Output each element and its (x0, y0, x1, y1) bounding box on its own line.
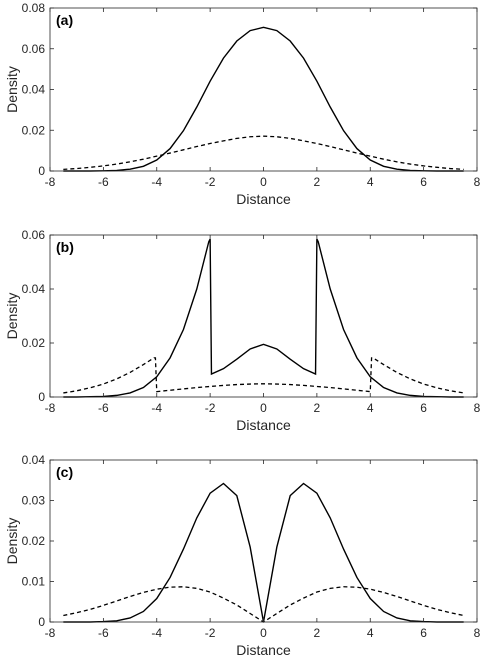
y-tick-label: 0 (38, 615, 45, 629)
chart-panel: -8 -6 -4 -2 0 2 4 6 8 0 0.02 0.04 0.06 Distance Densit… (4, 228, 481, 433)
y-tick-label: 0.06 (22, 228, 46, 242)
x-tick-label: -6 (98, 626, 109, 640)
plot-frame (49, 459, 478, 623)
x-tick-label: 0 (260, 401, 267, 415)
y-tick-label: 0.03 (22, 494, 46, 508)
series-line-solid (63, 26, 464, 172)
x-tick-label: -2 (205, 401, 216, 415)
panel-label: (c) (56, 464, 73, 480)
x-tick-label: 4 (367, 175, 374, 189)
plot-frame (49, 234, 478, 398)
plot-frame (49, 7, 478, 172)
x-tick-label: 2 (314, 626, 321, 640)
x-tick-label: 2 (314, 401, 321, 415)
y-tick-label: 0 (38, 164, 45, 178)
series-line-solid (63, 482, 464, 623)
x-tick-label: 6 (420, 401, 427, 415)
x-axis-label: Distance (236, 417, 291, 433)
y-tick-label: 0.04 (22, 282, 46, 296)
y-tick-label: 0 (38, 390, 45, 404)
x-tick-label: 8 (474, 626, 481, 640)
x-tick-label: -6 (98, 175, 109, 189)
y-tick-label: 0.06 (22, 42, 46, 56)
x-tick-label: -8 (45, 175, 56, 189)
x-axis-label: Distance (236, 191, 291, 207)
x-tick-label: 6 (420, 626, 427, 640)
y-tick-label: 0.02 (22, 336, 46, 350)
x-tick-label: -4 (151, 626, 162, 640)
y-tick-label: 0.02 (22, 534, 46, 548)
y-tick-label: 0.08 (22, 1, 46, 15)
panel-label: (b) (56, 239, 74, 255)
y-tick-label: 0.01 (22, 575, 46, 589)
x-tick-label: 2 (314, 175, 321, 189)
x-tick-label: 4 (367, 401, 374, 415)
x-tick-label: 8 (474, 401, 481, 415)
x-tick-label: -4 (151, 401, 162, 415)
series-line-solid (63, 238, 464, 398)
x-tick-label: -2 (205, 175, 216, 189)
x-tick-label: -6 (98, 401, 109, 415)
x-tick-label: -2 (205, 626, 216, 640)
y-axis-label: Density (4, 66, 20, 113)
y-tick-label: 0.04 (22, 83, 46, 97)
y-axis-label: Density (4, 293, 20, 340)
x-tick-label: 4 (367, 626, 374, 640)
y-axis-label: Density (4, 518, 20, 565)
x-tick-label: 6 (420, 175, 427, 189)
x-tick-label: 0 (260, 175, 267, 189)
x-tick-label: -8 (45, 401, 56, 415)
chart-panel: -8 -6 -4 -2 0 2 4 6 8 0 0.02 0.04 0.06 0.08 Distance De… (4, 1, 481, 207)
chart-panel: -8 -6 -4 -2 0 2 4 6 8 0 0.01 0.02 0.03 0.04 Distance De… (4, 453, 481, 658)
series-line-dashed (63, 135, 464, 171)
x-tick-label: -4 (151, 175, 162, 189)
x-tick-label: 8 (474, 175, 481, 189)
y-tick-label: 0.02 (22, 123, 46, 137)
y-tick-label: 0.04 (22, 453, 46, 467)
series-line-dashed (63, 357, 464, 394)
x-tick-label: 0 (260, 626, 267, 640)
panel-label: (a) (56, 12, 73, 28)
x-axis-label: Distance (236, 642, 291, 658)
series-line-dashed (63, 586, 464, 623)
x-tick-label: -8 (45, 626, 56, 640)
